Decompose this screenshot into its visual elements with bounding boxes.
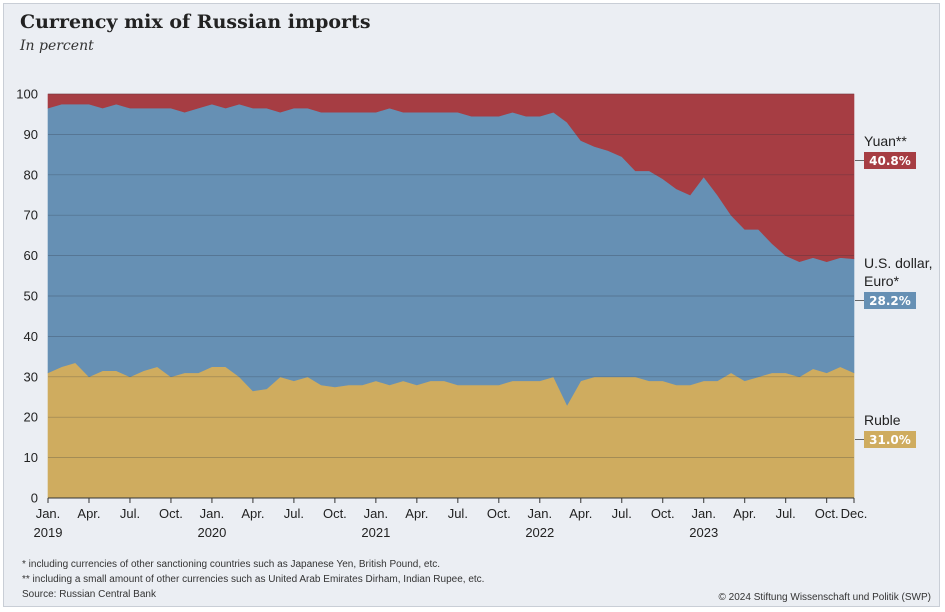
x-tick-label-20: Dec. [841, 506, 868, 521]
x-tick-label-10: Jul. [448, 506, 468, 521]
x-tick-label-15: Oct. [651, 506, 675, 521]
value-badge-usd_euro [864, 292, 916, 309]
x-tick-label-19: Oct. [815, 506, 839, 521]
x-tick-label-8: Jan. [364, 506, 389, 521]
value-badge-yuan [864, 152, 916, 169]
x-tick-label-9: Apr. [405, 506, 428, 521]
x-tick-label-0: Jan. [36, 506, 61, 521]
value-badge-label-yuan: 40.8% [869, 154, 911, 168]
x-tick-label-4: Jan. [200, 506, 225, 521]
x-tick-label-13: Apr. [569, 506, 592, 521]
y-tick-label-80: 80 [24, 167, 38, 182]
series-name-yuan: Yuan** [864, 133, 907, 149]
chart-title: Currency mix of Russian imports [20, 11, 371, 33]
y-tick-label-90: 90 [24, 127, 38, 142]
series-name-usd_euro-line-2: Euro* [864, 273, 900, 289]
value-badge-label-ruble: 31.0% [869, 433, 911, 447]
y-tick-label-0: 0 [31, 491, 38, 506]
x-tick-label-6: Jul. [284, 506, 304, 521]
x-year-label-2020: 2020 [197, 525, 226, 540]
value-badge-label-usd_euro: 28.2% [869, 294, 911, 308]
y-tick-label-70: 70 [24, 208, 38, 223]
value-badge-ruble [864, 431, 916, 448]
x-tick-label-11: Oct. [487, 506, 511, 521]
copyright-note: © 2024 Stiftung Wissenschaft und Politik… [718, 592, 931, 603]
x-year-label-2023: 2023 [689, 525, 718, 540]
y-tick-label-40: 40 [24, 329, 38, 344]
footnote-1: * including currencies of other sanction… [22, 559, 441, 570]
y-tick-label-100: 100 [16, 87, 38, 102]
source-note: Source: Russian Central Bank [22, 589, 156, 600]
x-tick-label-3: Oct. [159, 506, 183, 521]
series-name-ruble: Ruble [864, 412, 901, 428]
series-name-usd_euro-line-1: U.S. dollar, [864, 255, 932, 271]
x-tick-label-14: Jul. [612, 506, 632, 521]
area-yuan [47, 93, 855, 263]
x-tick-label-1: Apr. [77, 506, 100, 521]
chart-subtitle: In percent [20, 38, 94, 54]
x-year-label-2022: 2022 [525, 525, 554, 540]
y-tick-label-30: 30 [24, 369, 38, 384]
y-tick-label-60: 60 [24, 248, 38, 263]
y-tick-label-20: 20 [24, 410, 38, 425]
x-tick-label-7: Oct. [323, 506, 347, 521]
x-tick-label-12: Jan. [528, 506, 553, 521]
footnote-2: ** including a small amount of other cur… [22, 574, 485, 585]
x-year-label-2021: 2021 [361, 525, 390, 540]
x-year-label-2019: 2019 [34, 525, 63, 540]
x-tick-label-17: Apr. [733, 506, 756, 521]
x-tick-label-16: Jan. [691, 506, 716, 521]
x-tick-label-5: Apr. [241, 506, 264, 521]
y-tick-label-50: 50 [24, 289, 38, 304]
y-tick-label-10: 10 [24, 450, 38, 465]
x-tick-label-18: Jul. [776, 506, 796, 521]
x-tick-label-2: Jul. [120, 506, 140, 521]
